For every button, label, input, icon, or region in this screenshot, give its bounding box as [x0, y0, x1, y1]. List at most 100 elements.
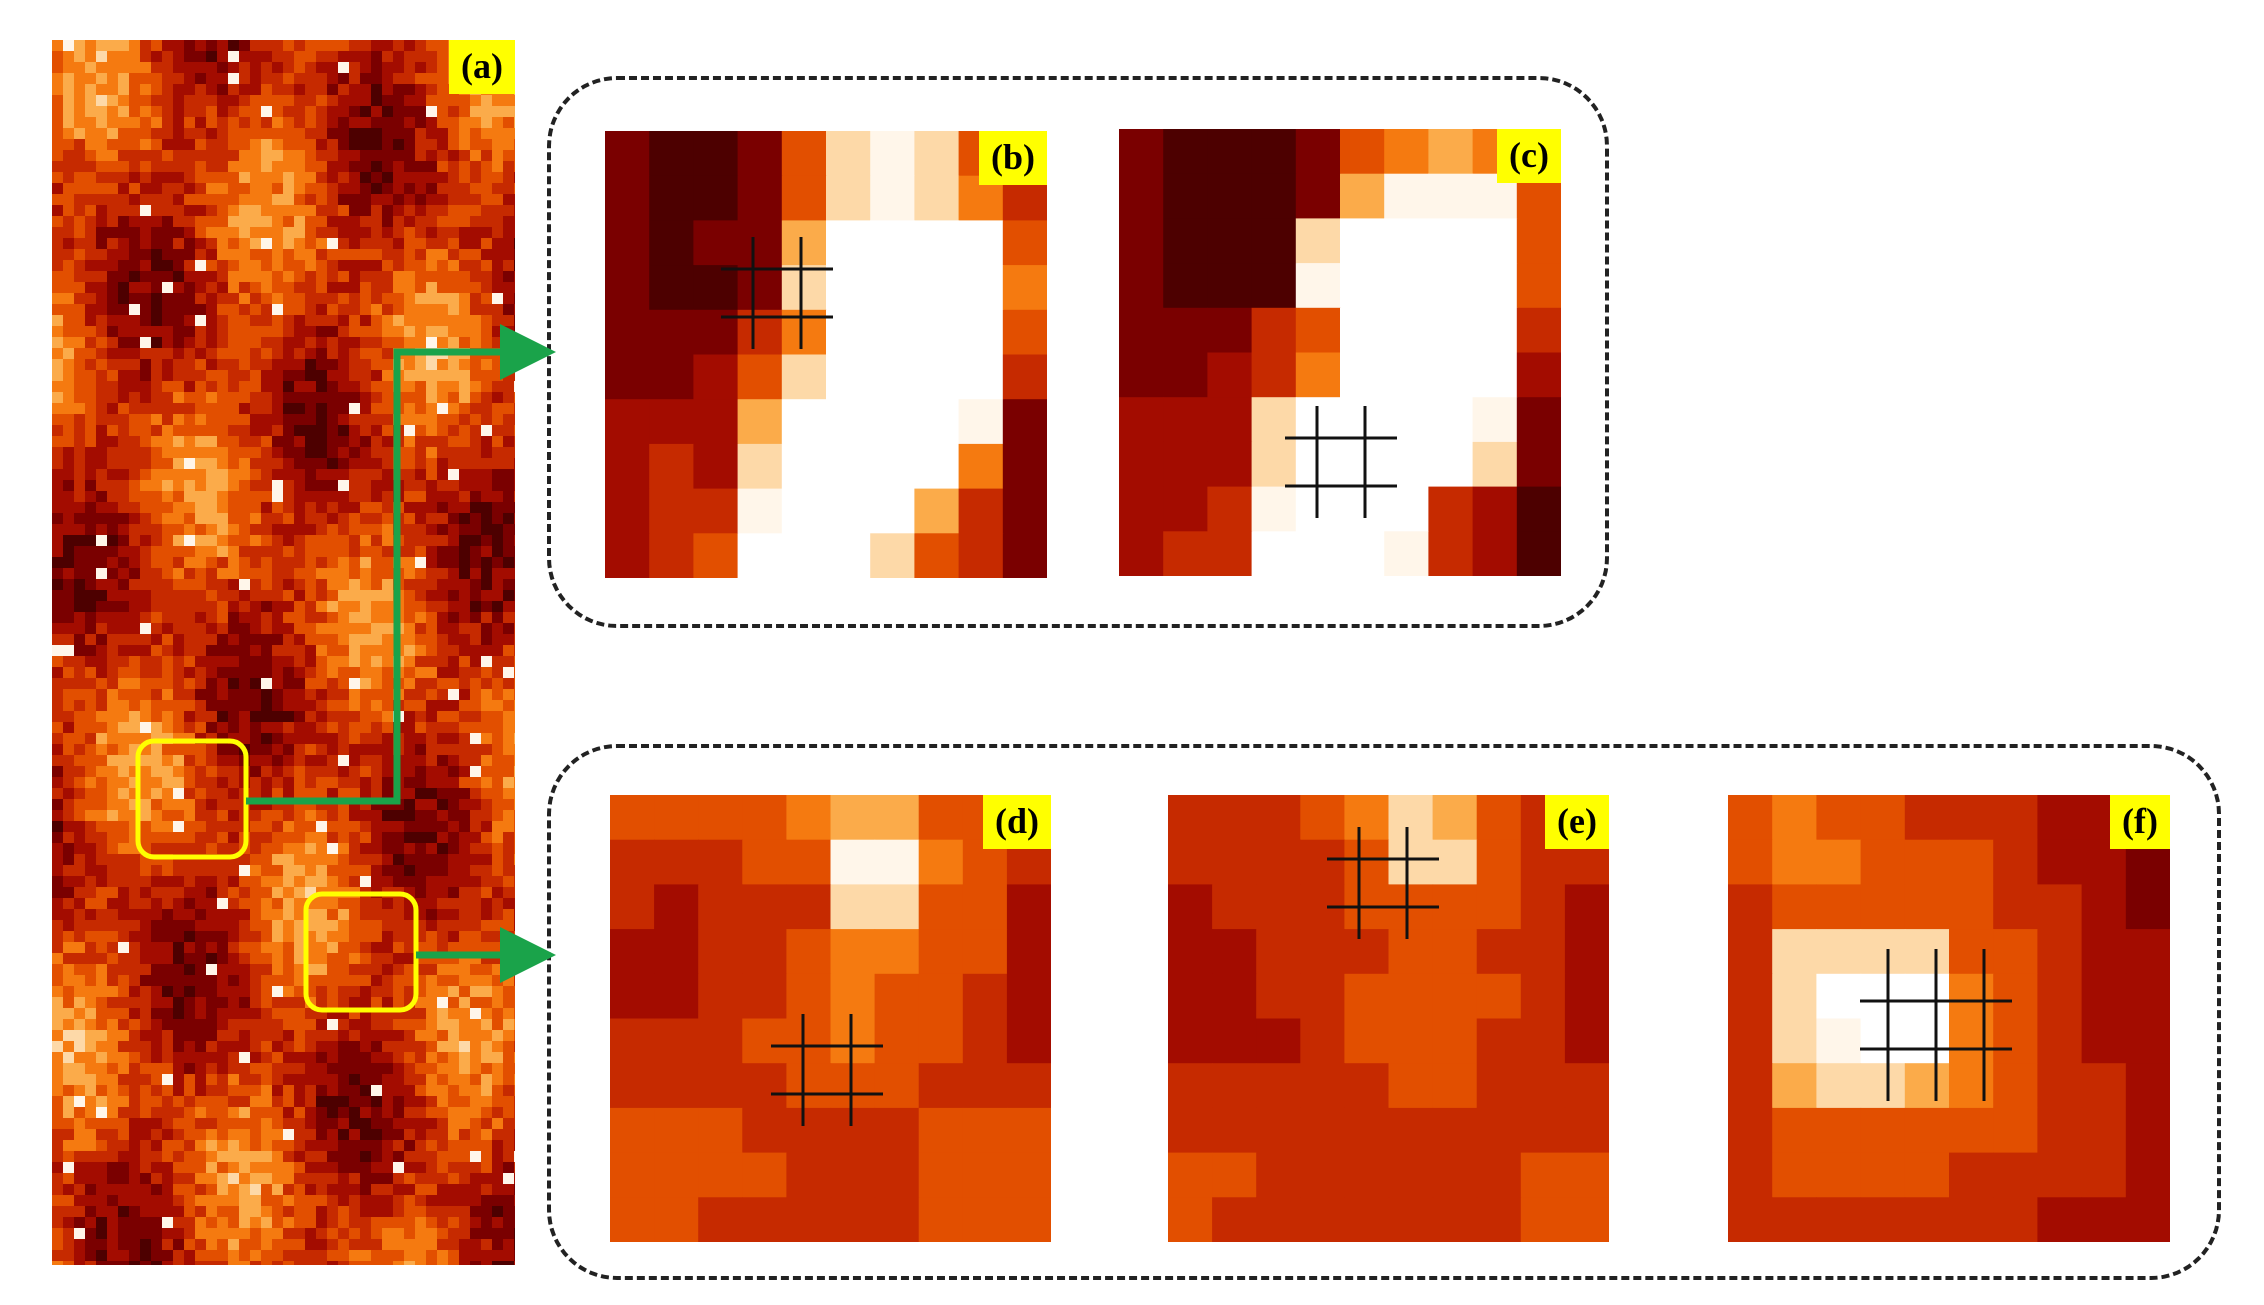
overview-cell — [162, 304, 174, 316]
overview-cell — [63, 480, 75, 492]
overview-cell — [503, 205, 515, 217]
overview-cell — [404, 84, 416, 96]
overview-cell — [371, 73, 383, 85]
overview-cell — [338, 458, 350, 470]
overview-cell — [118, 579, 130, 591]
overview-cell — [437, 733, 449, 745]
overview-cell — [74, 1250, 86, 1262]
overview-cell — [107, 326, 119, 338]
overview-cell — [250, 986, 262, 998]
overview-cell — [316, 931, 328, 943]
overview-cell — [173, 337, 185, 349]
overview-cell — [151, 1074, 163, 1086]
overview-cell — [107, 722, 119, 734]
overview-cell — [74, 414, 86, 426]
overview-cell — [283, 1107, 295, 1119]
overview-cell — [305, 1041, 317, 1053]
overview-cell — [140, 62, 152, 74]
overview-cell — [338, 1096, 350, 1108]
overview-cell — [404, 843, 416, 855]
overview-cell — [294, 766, 306, 778]
overview-cell — [228, 150, 240, 162]
overview-cell — [316, 1019, 328, 1031]
overview-cell — [52, 667, 64, 679]
overview-cell — [52, 172, 64, 184]
overview-cell — [514, 920, 515, 932]
overview-cell — [239, 1118, 251, 1130]
overview-cell — [173, 744, 185, 756]
overview-cell — [96, 326, 108, 338]
overview-cell — [250, 1173, 262, 1185]
overview-cell — [448, 700, 460, 712]
overview-cell — [217, 755, 229, 767]
overview-cell — [305, 524, 317, 536]
overview-cell — [360, 931, 372, 943]
overview-cell — [195, 1151, 207, 1163]
overview-cell — [151, 832, 163, 844]
overview-cell — [371, 139, 383, 151]
overview-cell — [371, 359, 383, 371]
overview-cell — [184, 1041, 196, 1053]
overview-cell — [206, 95, 218, 107]
overview-cell — [261, 403, 273, 415]
overview-cell — [85, 194, 97, 206]
overview-cell — [404, 1107, 416, 1119]
overview-cell — [96, 865, 108, 877]
overview-cell — [96, 876, 108, 888]
overview-cell — [250, 1140, 262, 1152]
overview-cell — [294, 128, 306, 140]
overview-cell — [195, 502, 207, 514]
overview-cell — [239, 1151, 251, 1163]
overview-cell — [162, 1162, 174, 1174]
overview-cell — [52, 1107, 64, 1119]
overview-cell — [371, 766, 383, 778]
overview-cell — [338, 436, 350, 448]
overview-cell — [415, 392, 427, 404]
overview-cell — [272, 216, 284, 228]
overview-cell — [129, 414, 141, 426]
overview-cell — [349, 40, 361, 52]
overview-cell — [503, 865, 515, 877]
overview-cell — [96, 1250, 108, 1262]
zoom-panel-c: (c) — [1119, 129, 1561, 576]
overview-cell — [228, 128, 240, 140]
overview-cell — [316, 1008, 328, 1020]
overview-cell — [85, 986, 97, 998]
overview-cell — [294, 282, 306, 294]
overview-cell — [283, 205, 295, 217]
overview-cell — [382, 931, 394, 943]
overview-cell — [349, 557, 361, 569]
overview-cell — [382, 1107, 394, 1119]
overview-cell — [250, 1228, 262, 1240]
overview-cell — [338, 491, 350, 503]
overview-cell — [393, 216, 405, 228]
overview-cell — [382, 315, 394, 327]
overview-cell — [382, 953, 394, 965]
overview-cell — [382, 1118, 394, 1130]
overview-cell — [250, 293, 262, 305]
overview-cell — [63, 1184, 75, 1196]
overview-cell — [349, 1261, 361, 1265]
overview-cell — [360, 854, 372, 866]
overview-cell — [338, 744, 350, 756]
overview-cell — [129, 920, 141, 932]
overview-cell — [272, 62, 284, 74]
overview-cell — [184, 1030, 196, 1042]
overview-cell — [283, 1195, 295, 1207]
overview-cell — [393, 1184, 405, 1196]
overview-cell — [448, 865, 460, 877]
overview-cell — [404, 326, 416, 338]
overview-cell — [195, 128, 207, 140]
overview-cell — [107, 1019, 119, 1031]
overview-cell — [239, 854, 251, 866]
overview-cell — [173, 293, 185, 305]
overview-cell — [228, 249, 240, 261]
overview-cell — [173, 227, 185, 239]
overview-cell — [129, 227, 141, 239]
overview-cell — [151, 975, 163, 987]
overview-cell — [239, 194, 251, 206]
overview-cell — [217, 205, 229, 217]
overview-cell — [118, 62, 130, 74]
overview-cell — [316, 95, 328, 107]
overview-cell — [228, 117, 240, 129]
